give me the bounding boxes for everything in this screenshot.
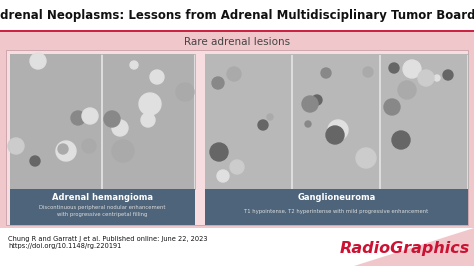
Bar [10, 189, 195, 225]
Bar [103, 54, 194, 189]
Circle shape [150, 70, 164, 84]
Circle shape [141, 113, 155, 127]
Circle shape [139, 93, 161, 115]
Bar [6, 50, 468, 225]
Circle shape [328, 120, 348, 140]
Circle shape [384, 99, 400, 115]
Circle shape [30, 53, 46, 69]
Circle shape [71, 111, 85, 125]
Text: Adrenal Neoplasms: Lessons from Adrenal Multidisciplinary Tumor Boards: Adrenal Neoplasms: Lessons from Adrenal … [0, 9, 474, 22]
Circle shape [213, 146, 227, 160]
Polygon shape [354, 228, 474, 266]
Text: https://doi.org/10.1148/rg.220191: https://doi.org/10.1148/rg.220191 [8, 243, 121, 249]
Text: Chung R and Garratt J et al. Published online: June 22, 2023: Chung R and Garratt J et al. Published o… [8, 236, 208, 242]
Bar [0, 30, 474, 32]
Circle shape [82, 139, 96, 153]
Bar [0, 0, 474, 30]
Text: Rare adrenal lesions: Rare adrenal lesions [184, 37, 290, 47]
Circle shape [130, 61, 138, 69]
Bar [205, 189, 468, 225]
Circle shape [305, 121, 311, 127]
Circle shape [312, 95, 322, 105]
Circle shape [56, 141, 76, 161]
Circle shape [398, 81, 416, 99]
Circle shape [230, 160, 244, 174]
Bar [10, 54, 101, 189]
Circle shape [30, 156, 40, 166]
Text: T1 hypointense, T2 hyperintense with mild progressive enhancement: T1 hypointense, T2 hyperintense with mil… [245, 209, 428, 214]
Circle shape [443, 70, 453, 80]
Circle shape [112, 120, 128, 136]
Circle shape [418, 70, 434, 86]
Circle shape [321, 68, 331, 78]
Bar [205, 54, 468, 189]
Circle shape [258, 120, 268, 130]
Circle shape [389, 63, 399, 73]
Circle shape [356, 148, 376, 168]
Bar [293, 54, 379, 189]
Text: RadioGraphics: RadioGraphics [340, 242, 470, 256]
Circle shape [227, 67, 241, 81]
Circle shape [212, 77, 224, 89]
Text: Discontinuous peripheral nodular enhancement
with progressive centripetal fillin: Discontinuous peripheral nodular enhance… [39, 205, 166, 217]
Circle shape [210, 143, 228, 161]
Circle shape [363, 67, 373, 77]
Circle shape [217, 170, 229, 182]
Circle shape [112, 140, 134, 162]
Circle shape [267, 114, 273, 120]
Text: Ganglioneuroma: Ganglioneuroma [297, 193, 375, 202]
Circle shape [326, 126, 344, 144]
Circle shape [58, 144, 68, 154]
Circle shape [82, 108, 98, 124]
Bar [0, 32, 474, 228]
Text: Adrenal hemangioma: Adrenal hemangioma [52, 193, 153, 202]
Circle shape [104, 111, 120, 127]
Bar [0, 228, 474, 266]
Bar [381, 54, 467, 189]
Circle shape [8, 138, 24, 154]
Bar [205, 54, 291, 189]
Circle shape [392, 131, 410, 149]
Bar [10, 54, 195, 189]
Circle shape [302, 96, 318, 112]
Circle shape [403, 60, 421, 78]
Circle shape [434, 75, 440, 81]
Circle shape [176, 83, 194, 101]
